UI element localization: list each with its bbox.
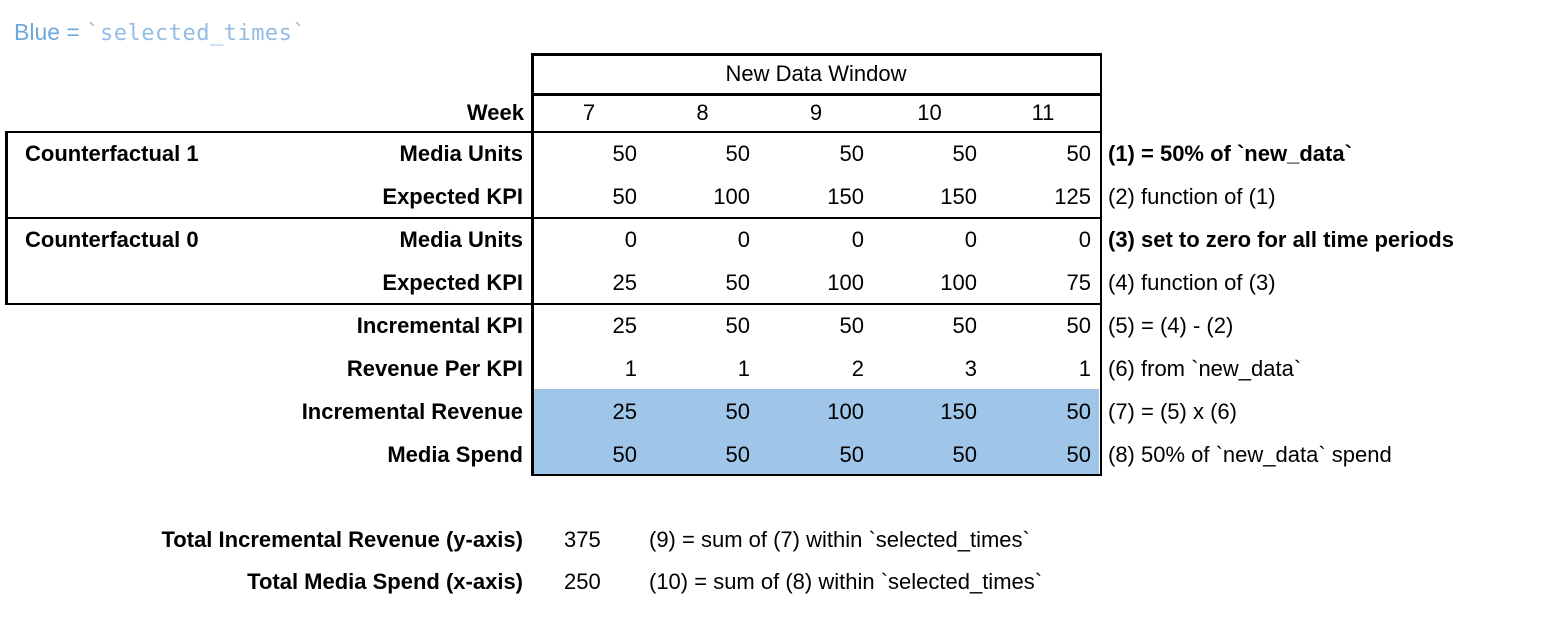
table-cell: 0	[964, 227, 977, 252]
table-cell: 25	[612, 270, 637, 295]
row-label: Media Units	[399, 227, 523, 252]
table-cell: 50	[725, 313, 750, 338]
row-annotation-6: (6) from `new_data`	[1108, 356, 1302, 381]
group-label-counterfactual-1: Counterfactual 1	[25, 141, 199, 166]
table-cell-highlighted: 50	[725, 399, 750, 424]
row-annotation-1: (1) = 50% of `new_data`	[1108, 141, 1352, 166]
legend-code-selected-times: `selected_times`	[86, 21, 307, 46]
table-cell: 50	[952, 141, 977, 166]
table-border-under-week-row	[5, 130, 1102, 133]
table-cell: 3	[964, 356, 977, 381]
table-cell-highlighted: 50	[725, 442, 750, 467]
week-cell: 10	[917, 100, 942, 125]
table-cell: 125	[1054, 184, 1091, 209]
week-cell: 9	[809, 100, 823, 125]
table-cell: 0	[737, 227, 750, 252]
total-annotation-10: (10) = sum of (8) within `selected_times…	[649, 569, 1043, 594]
table-cell: 25	[612, 313, 637, 338]
row-label: Expected KPI	[382, 184, 523, 209]
selected-times-highlight	[533, 389, 1099, 474]
total-media-spend-value: 250	[564, 569, 601, 594]
table-cell: 50	[1066, 141, 1091, 166]
table-cell: 150	[827, 184, 864, 209]
row-label: Incremental KPI	[356, 313, 523, 338]
table-cell-highlighted: 100	[827, 399, 864, 424]
row-annotation-3: (3) set to zero for all time periods	[1108, 227, 1454, 252]
table-cell: 150	[940, 184, 977, 209]
week-cell: 11	[1031, 100, 1055, 125]
table-border-under-cf0	[5, 302, 1102, 305]
table-cell: 50	[839, 313, 864, 338]
total-incremental-revenue-label: Total Incremental Revenue (y-axis)	[161, 527, 524, 552]
table-cell: 0	[624, 227, 637, 252]
row-annotation-8: (8) 50% of `new_data` spend	[1108, 442, 1392, 467]
legend-text: Blue = `selected_times`	[14, 18, 306, 48]
table-cell-highlighted: 150	[940, 399, 977, 424]
table-cell: 100	[827, 270, 864, 295]
row-annotation-7: (7) = (5) x (6)	[1108, 399, 1237, 424]
group-label-counterfactual-0: Counterfactual 0	[25, 227, 199, 252]
total-media-spend-label: Total Media Spend (x-axis)	[247, 569, 523, 594]
table-cell: 50	[1066, 313, 1091, 338]
table-cell: 1	[1078, 356, 1091, 381]
week-cell: 7	[582, 100, 596, 125]
table-cell-highlighted: 25	[612, 399, 637, 424]
week-row-label: Week	[466, 100, 524, 125]
row-annotation-4: (4) function of (3)	[1108, 270, 1276, 295]
table-cell-highlighted: 50	[839, 442, 864, 467]
table-header-new-data-window: New Data Window	[725, 61, 907, 86]
total-incremental-revenue-value: 375	[564, 527, 601, 552]
table-cell: 2	[851, 356, 864, 381]
table-cell: 50	[952, 313, 977, 338]
table-cell-highlighted: 50	[612, 442, 637, 467]
row-label: Expected KPI	[382, 270, 523, 295]
row-annotation-5: (5) = (4) - (2)	[1108, 313, 1234, 338]
table-left-border	[531, 53, 534, 476]
table-cell: 100	[713, 184, 750, 209]
table-cell: 0	[851, 227, 864, 252]
row-annotation-2: (2) function of (1)	[1108, 184, 1276, 209]
table-cell: 50	[839, 141, 864, 166]
table-cell: 75	[1066, 270, 1091, 295]
table-cell: 1	[737, 356, 750, 381]
total-annotation-9: (9) = sum of (7) within `selected_times`	[649, 527, 1030, 552]
table-cell: 50	[612, 141, 637, 166]
legend-prefix: Blue =	[14, 19, 87, 45]
table-border-top	[531, 53, 1102, 56]
row-label: Media Spend	[387, 442, 523, 467]
week-cell: 8	[696, 100, 709, 125]
row-label: Incremental Revenue	[301, 399, 523, 424]
table-border-bottom	[531, 473, 1102, 476]
table-border-cf1-cf0-divider	[5, 216, 1102, 219]
row-label: Media Units	[399, 141, 523, 166]
table-cell: 100	[940, 270, 977, 295]
table-cell-highlighted: 50	[1066, 399, 1091, 424]
group-box-left-border	[5, 130, 8, 305]
table-cell: 50	[725, 141, 750, 166]
table-right-border	[1099, 53, 1102, 476]
table-border-under-header	[531, 93, 1102, 96]
table-cell-highlighted: 50	[952, 442, 977, 467]
table-cell: 0	[1078, 227, 1091, 252]
row-label: Revenue Per KPI	[346, 356, 523, 381]
table-cell-highlighted: 50	[1066, 442, 1091, 467]
table-cell: 50	[612, 184, 637, 209]
table-cell: 50	[725, 270, 750, 295]
table-cell: 1	[624, 356, 637, 381]
